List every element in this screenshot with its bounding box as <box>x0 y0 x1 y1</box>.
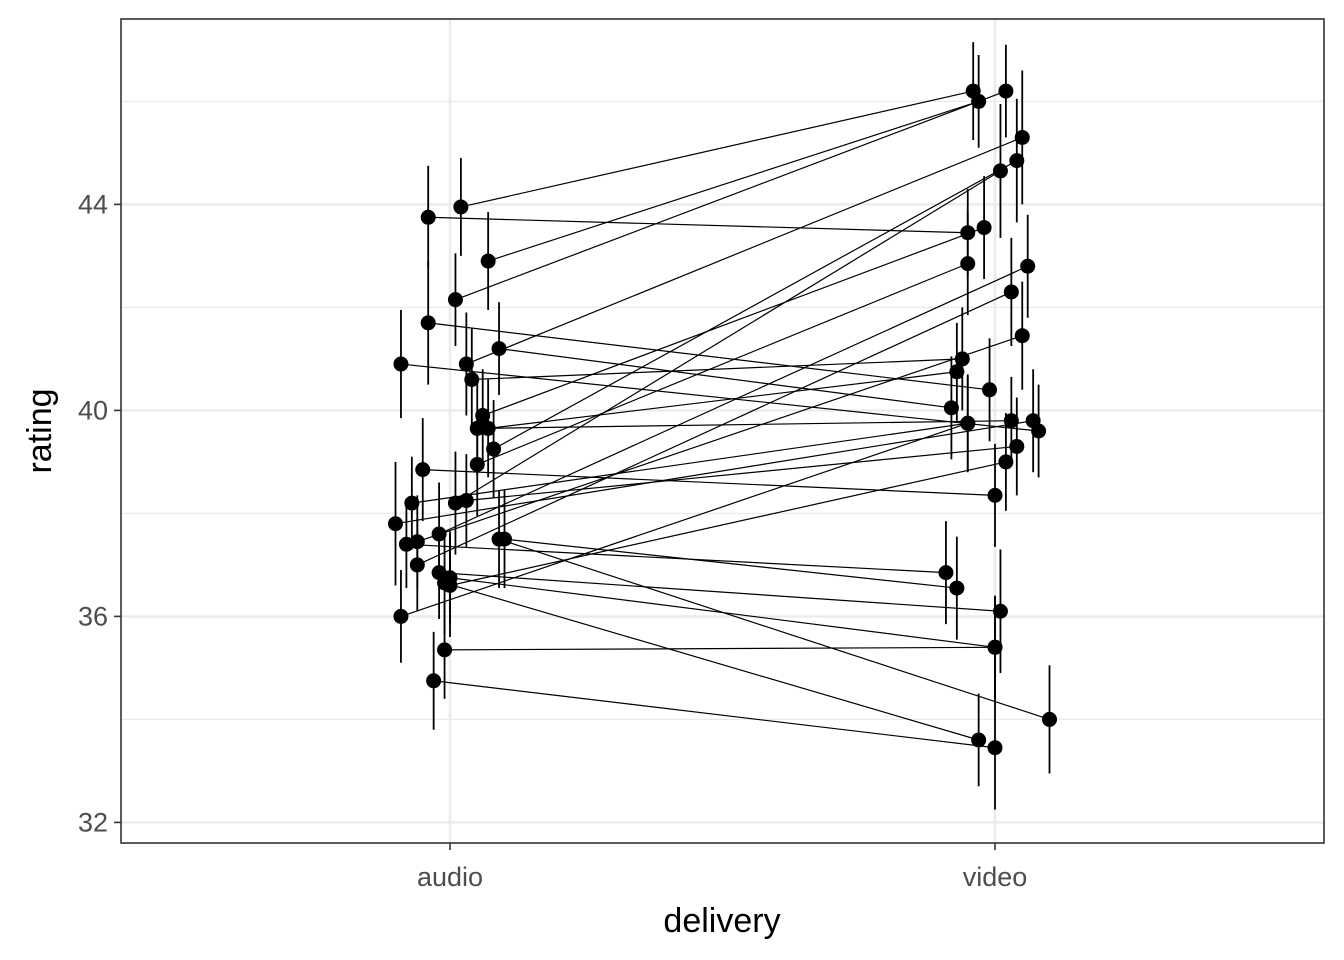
data-point <box>1003 284 1019 300</box>
y-axis: 32 36 40 44 <box>78 189 121 837</box>
data-point <box>486 441 502 457</box>
data-point <box>1020 258 1036 274</box>
subject-connector-line <box>417 335 1023 543</box>
subject-connector-line <box>477 263 968 466</box>
subject-connector-line <box>395 420 1034 525</box>
data-point <box>982 382 998 398</box>
subject-connector-line <box>498 348 952 409</box>
subject-connector-line <box>417 291 1012 566</box>
data-point <box>393 608 409 624</box>
data-point <box>960 225 976 241</box>
data-point <box>431 526 447 542</box>
subject-connector-line <box>466 445 1017 502</box>
data-point <box>960 415 976 431</box>
subject-connector-line <box>438 265 1028 535</box>
data-point <box>1025 413 1041 429</box>
data-point <box>992 603 1008 619</box>
subject-connector-line <box>449 461 1007 587</box>
data-point <box>420 315 436 331</box>
data-point <box>1009 438 1025 454</box>
subject-connector-line <box>493 160 1018 450</box>
panel-border <box>120 18 1325 844</box>
data-point <box>998 454 1014 470</box>
y-tick-label: 40 <box>78 395 108 425</box>
data-point <box>998 83 1014 99</box>
x-axis: audio video <box>417 843 1027 892</box>
subject-connector-line <box>504 538 957 589</box>
data-point <box>943 400 959 416</box>
data-point <box>1009 153 1025 169</box>
data-point <box>458 356 474 372</box>
data-point <box>442 578 458 593</box>
subject-connector-line <box>406 543 946 574</box>
data-point <box>491 531 507 547</box>
data-point <box>393 356 409 372</box>
data-point <box>453 199 469 215</box>
data-point <box>469 456 485 472</box>
data-point <box>426 673 442 689</box>
data-point <box>409 557 425 573</box>
data-point <box>960 256 976 272</box>
subject-connector-line <box>444 582 979 741</box>
data-point <box>1014 129 1030 145</box>
data-point <box>491 341 507 357</box>
subject-connector-line <box>411 422 968 504</box>
y-axis-title: rating <box>21 388 59 473</box>
data-point <box>409 534 425 550</box>
data-point <box>949 364 965 380</box>
data-point <box>987 639 1003 655</box>
x-tick-label: video <box>963 862 1028 892</box>
data-point <box>469 420 485 436</box>
data-point <box>1042 711 1057 727</box>
data-point <box>971 732 987 748</box>
data-point <box>458 493 474 509</box>
subject-connector-line <box>428 216 968 234</box>
subject-connector-line <box>400 363 1039 432</box>
subject-connector-line <box>455 170 1001 504</box>
subject-connector-line <box>460 90 974 208</box>
data-point <box>992 163 1008 179</box>
subject-connector-line <box>455 90 1007 301</box>
subject-connector-line <box>400 422 968 617</box>
subject-connector-line <box>477 420 1012 430</box>
subject-connector-line <box>439 572 1001 612</box>
data-point <box>388 516 403 532</box>
subject-connector-line <box>433 680 996 749</box>
data-point <box>949 580 965 596</box>
subject-connector-line <box>482 227 985 417</box>
data-point <box>437 642 453 658</box>
data-point <box>464 372 480 387</box>
subject-connector-line <box>488 371 957 430</box>
data-point <box>976 220 992 236</box>
data-point <box>987 740 1003 756</box>
data-point <box>480 253 496 269</box>
x-tick-label: audio <box>417 862 483 892</box>
data-point <box>1014 328 1030 344</box>
data-point <box>1003 413 1019 429</box>
y-tick-label: 36 <box>78 601 108 631</box>
data-point <box>447 292 463 308</box>
subject-connectors <box>395 90 1050 749</box>
y-tick-label: 32 <box>78 807 108 837</box>
data-point <box>480 420 496 436</box>
data-points <box>388 83 1057 756</box>
data-point <box>971 93 987 109</box>
y-tick-label: 44 <box>78 189 108 219</box>
data-point <box>938 565 954 581</box>
data-point <box>404 495 420 511</box>
data-point <box>420 209 436 225</box>
data-point <box>954 351 970 367</box>
subject-connector-line <box>498 538 1050 720</box>
subject-connector-line <box>444 646 996 651</box>
subject-connector-line <box>487 100 979 262</box>
x-axis-title: delivery <box>663 902 780 940</box>
subject-connector-line <box>422 469 996 496</box>
data-point <box>415 462 431 478</box>
subject-connector-line <box>471 358 963 381</box>
data-point <box>475 408 491 424</box>
data-point <box>987 487 1003 503</box>
subject-connector-line <box>466 136 1023 365</box>
